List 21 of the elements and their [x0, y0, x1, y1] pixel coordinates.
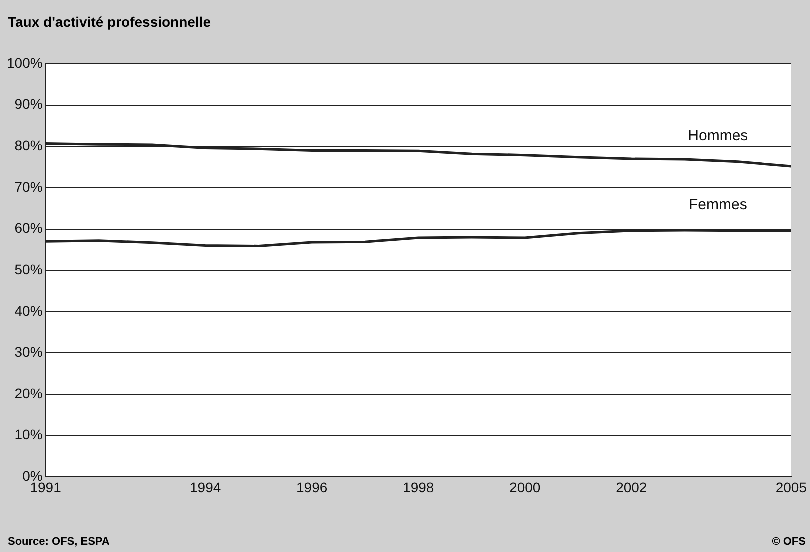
x-tick-label: 1996	[296, 479, 328, 496]
y-tick-label: 90%	[14, 96, 43, 112]
y-tick-label: 20%	[14, 385, 43, 402]
series-label: Femmes	[688, 196, 748, 214]
x-tick-label: 2005	[776, 479, 808, 496]
series-label: Hommes	[688, 128, 748, 145]
y-tick-label: 50%	[14, 261, 43, 278]
x-tick-label: 2000	[510, 479, 541, 496]
y-tick-label: 10%	[14, 426, 43, 443]
y-tick-label: 30%	[14, 344, 43, 360]
y-tick-label: 80%	[14, 138, 43, 154]
y-tick-label: 40%	[14, 302, 43, 319]
x-tick-label: 2002	[616, 479, 648, 496]
x-tick-label: 1994	[190, 479, 222, 496]
chart-title: Taux d'activité professionnelle	[8, 14, 212, 30]
text: © OFS	[772, 536, 806, 548]
y-tick-label: 70%	[14, 178, 43, 195]
y-tick-label: 60%	[14, 220, 43, 236]
source-note: Source: OFS, ESPA	[8, 536, 110, 548]
x-tick-label: 1998	[403, 479, 434, 496]
y-tick-label: 100%	[6, 54, 43, 71]
